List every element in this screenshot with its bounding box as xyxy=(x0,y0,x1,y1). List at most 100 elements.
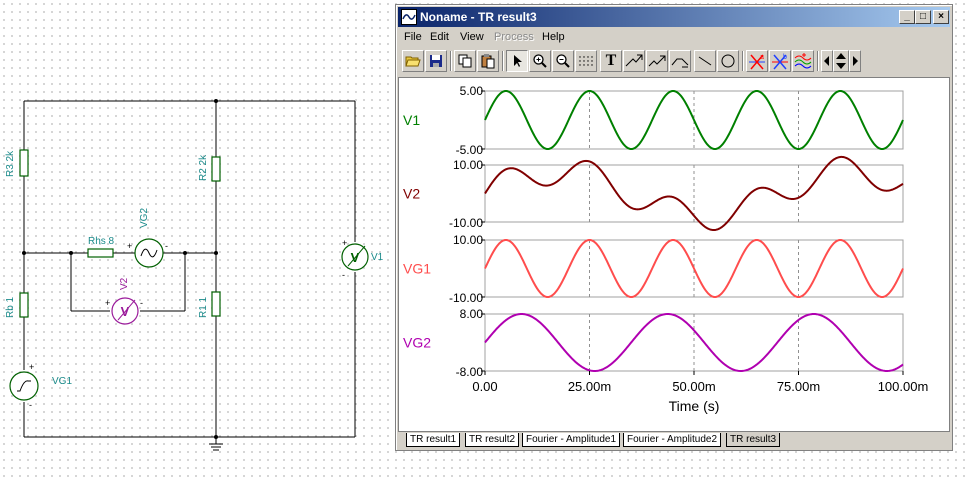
menu-process: Process xyxy=(494,31,534,43)
xtick-label: 25.00m xyxy=(568,379,611,394)
generator-vg2-icon xyxy=(134,238,164,268)
tab-tr-result2[interactable]: TR result2 xyxy=(465,433,520,447)
circle-icon[interactable] xyxy=(717,50,739,72)
zoom-in-icon[interactable] xyxy=(529,50,551,72)
app-waveform-icon xyxy=(401,9,417,25)
zoom-100-icon[interactable] xyxy=(552,50,574,72)
xtick-label: 100.00m xyxy=(878,379,929,394)
circuit-schematic[interactable]: V V R3 2k R2 2k Rhs 8 VG2 V2 V1 Rb 1 R1 … xyxy=(0,0,395,479)
toolbar: T a b xyxy=(398,47,950,75)
xtick-label: 75.00m xyxy=(777,379,820,394)
svg-text:+: + xyxy=(29,362,34,372)
grid-icon[interactable] xyxy=(575,50,597,72)
line-icon[interactable] xyxy=(694,50,716,72)
svg-text:+: + xyxy=(127,241,132,251)
ytick-label: 10.00 xyxy=(453,158,483,172)
plot-panel-v1[interactable]: 5.00 -5.00 V1 xyxy=(403,84,904,157)
marker-a-icon[interactable]: a xyxy=(746,50,768,72)
tab-tr-result1[interactable]: TR result1 xyxy=(406,433,461,447)
sweep-icon[interactable] xyxy=(669,50,691,72)
plot-panel-v2[interactable]: 10.00 -10.00 V2 xyxy=(403,155,904,232)
title-bar[interactable]: Noname - TR result3 _ □ × xyxy=(398,7,950,27)
label-r2: R2 2k xyxy=(198,154,209,181)
ytick-label: 5.00 xyxy=(460,84,484,98)
ytick-label: -8.00 xyxy=(456,365,484,379)
close-button[interactable]: × xyxy=(933,10,949,24)
arrow-left-icon[interactable] xyxy=(821,50,833,72)
resistor-r2 xyxy=(211,156,221,182)
menu-edit[interactable]: Edit xyxy=(430,31,449,43)
multi-curve-icon[interactable] xyxy=(792,50,814,72)
series-line-vg1 xyxy=(484,238,904,299)
svg-text:V: V xyxy=(351,250,360,265)
paste-icon[interactable] xyxy=(477,50,499,72)
label-vg2: VG2 xyxy=(139,208,150,228)
series-line-v1 xyxy=(484,89,904,151)
plot-panel-vg1[interactable]: 10.00 -10.00 VG1 xyxy=(403,233,904,305)
menu-help[interactable]: Help xyxy=(542,31,565,43)
series-label: VG2 xyxy=(403,335,431,351)
label-rhs: Rhs 8 xyxy=(88,236,115,247)
ytick-label: -5.00 xyxy=(456,143,484,157)
open-folder-icon[interactable] xyxy=(402,50,424,72)
svg-text:V: V xyxy=(121,304,130,319)
xtick-label: 50.00m xyxy=(672,379,715,394)
series-label: VG1 xyxy=(403,261,431,277)
ytick-label: -10.00 xyxy=(449,216,483,230)
series-line-vg2 xyxy=(484,312,904,373)
copy-icon[interactable] xyxy=(454,50,476,72)
ytick-label: -10.00 xyxy=(449,291,483,305)
resistor-rhs xyxy=(87,248,114,258)
ytick-label: 8.00 xyxy=(460,307,484,321)
voltmeter-v2-icon: V xyxy=(111,297,139,325)
tab-fourier-amplitude2[interactable]: Fourier - Amplitude2 xyxy=(623,433,722,447)
arrow-right-icon[interactable] xyxy=(849,50,861,72)
resistor-r3 xyxy=(19,149,29,177)
save-disk-icon[interactable] xyxy=(425,50,447,72)
minimize-button[interactable]: _ xyxy=(899,10,915,24)
svg-text:a: a xyxy=(760,54,764,61)
marker-b-icon[interactable]: b xyxy=(769,50,791,72)
resistor-rb xyxy=(19,292,29,318)
svg-text:b: b xyxy=(783,54,787,61)
plot-frame xyxy=(484,164,904,223)
pointer-icon[interactable] xyxy=(506,50,528,72)
label-v2: V2 xyxy=(119,277,130,290)
cursor-b-icon[interactable] xyxy=(646,50,668,72)
menu-file[interactable]: File xyxy=(404,31,422,43)
text-icon[interactable]: T xyxy=(600,50,622,72)
svg-text:+: + xyxy=(342,238,347,248)
svg-text:-: - xyxy=(342,270,345,280)
series-line-v2 xyxy=(484,155,904,232)
menu-bar: File Edit View Process Help xyxy=(398,28,950,46)
tab-fourier-amplitude1[interactable]: Fourier - Amplitude1 xyxy=(522,433,621,447)
plot-area[interactable]: 5.00 -5.00 V1 10.00 -10.00 V2 10.00 -10.00 VG1 8.… xyxy=(398,77,950,432)
tab-tr-result3[interactable]: TR result3 xyxy=(726,433,781,447)
label-r1: R1 1 xyxy=(198,296,209,318)
xtick-label: 0.00 xyxy=(472,379,497,394)
label-rb: Rb 1 xyxy=(5,296,16,318)
resistor-r1 xyxy=(211,291,221,317)
ytick-label: 10.00 xyxy=(453,233,483,247)
transient-result-chart[interactable]: 5.00 -5.00 V1 10.00 -10.00 V2 10.00 -10.00 VG1 8.… xyxy=(399,78,949,431)
svg-text:-: - xyxy=(165,241,168,251)
svg-text:-: - xyxy=(140,298,143,308)
maximize-button[interactable]: □ xyxy=(915,10,931,24)
label-v1: V1 xyxy=(371,252,384,263)
svg-text:-: - xyxy=(29,400,32,410)
menu-view[interactable]: View xyxy=(460,31,484,43)
plot-panel-vg2[interactable]: 8.00 -8.00 VG2 xyxy=(403,307,904,379)
cursor-a-icon[interactable] xyxy=(623,50,645,72)
series-label: V1 xyxy=(403,112,420,128)
window-title: Noname - TR result3 xyxy=(420,10,537,24)
voltmeter-v1-icon: V xyxy=(341,243,369,271)
series-label: V2 xyxy=(403,186,420,202)
arrow-updown-icon[interactable] xyxy=(833,50,849,72)
x-axis-label: Time (s) xyxy=(669,398,720,414)
tr-result-window[interactable]: Noname - TR result3 _ □ × File Edit View… xyxy=(395,4,953,451)
generator-vg1-icon xyxy=(9,371,39,401)
result-tab-bar: TR result1 TR result2 Fourier - Amplitud… xyxy=(398,433,950,449)
label-r3: R3 2k xyxy=(5,150,16,177)
label-vg1: VG1 xyxy=(52,376,72,387)
svg-text:+: + xyxy=(105,298,110,308)
